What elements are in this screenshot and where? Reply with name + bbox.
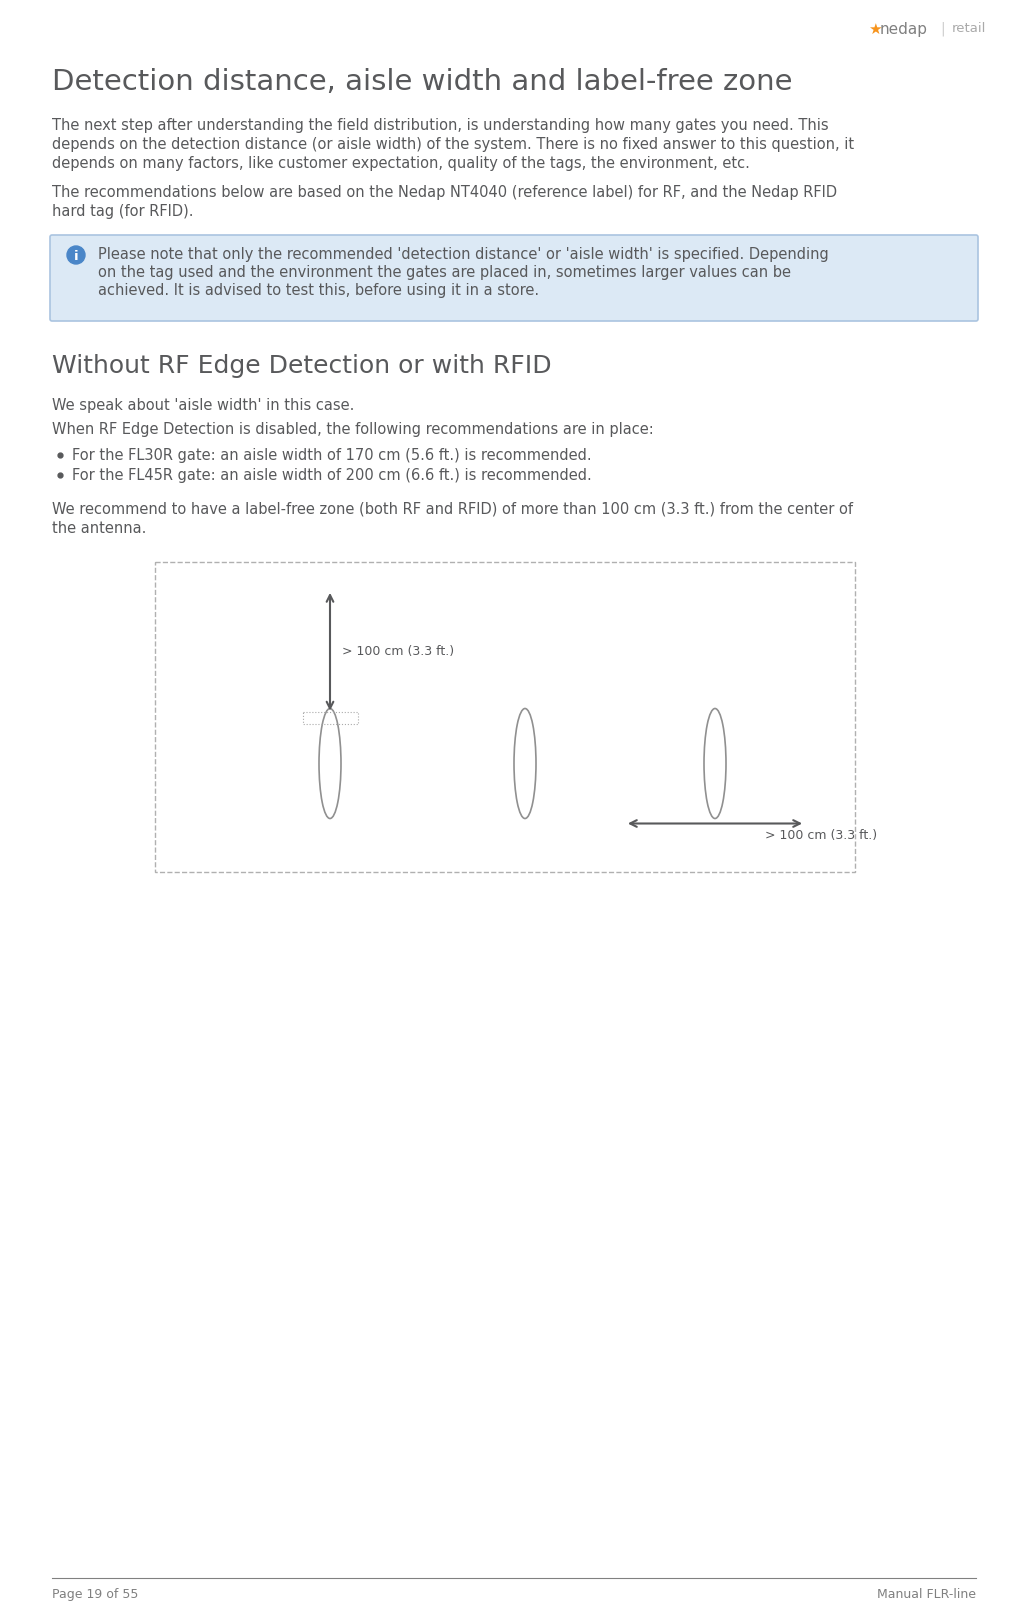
Text: ★: ★ [868, 22, 882, 37]
Text: depends on many factors, like customer expectation, quality of the tags, the env: depends on many factors, like customer e… [52, 155, 749, 172]
Text: nedap: nedap [880, 22, 928, 37]
Text: For the FL30R gate: an aisle width of 170 cm (5.6 ft.) is recommended.: For the FL30R gate: an aisle width of 17… [72, 447, 592, 463]
Text: Page 19 of 55: Page 19 of 55 [52, 1589, 139, 1601]
Text: hard tag (for RFID).: hard tag (for RFID). [52, 204, 193, 220]
Ellipse shape [704, 709, 726, 819]
Text: We recommend to have a label-free zone (both RF and RFID) of more than 100 cm (3: We recommend to have a label-free zone (… [52, 502, 853, 518]
Text: When RF Edge Detection is disabled, the following recommendations are in place:: When RF Edge Detection is disabled, the … [52, 422, 654, 438]
FancyBboxPatch shape [155, 563, 855, 872]
Text: Please note that only the recommended 'detection distance' or 'aisle width' is s: Please note that only the recommended 'd… [98, 247, 829, 261]
Text: > 100 cm (3.3 ft.): > 100 cm (3.3 ft.) [765, 829, 877, 843]
Text: > 100 cm (3.3 ft.): > 100 cm (3.3 ft.) [342, 646, 454, 659]
Text: Without RF Edge Detection or with RFID: Without RF Edge Detection or with RFID [52, 354, 552, 378]
Text: the antenna.: the antenna. [52, 521, 146, 535]
Text: The recommendations below are based on the Nedap NT4040 (reference label) for RF: The recommendations below are based on t… [52, 184, 837, 200]
Text: on the tag used and the environment the gates are placed in, sometimes larger va: on the tag used and the environment the … [98, 264, 791, 281]
Text: The next step after understanding the field distribution, is understanding how m: The next step after understanding the fi… [52, 119, 829, 133]
Text: i: i [74, 250, 78, 263]
Circle shape [67, 245, 85, 264]
Ellipse shape [514, 709, 536, 819]
Text: |: | [940, 22, 945, 37]
Text: Manual FLR-line: Manual FLR-line [877, 1589, 976, 1601]
Text: depends on the detection distance (or aisle width) of the system. There is no fi: depends on the detection distance (or ai… [52, 136, 854, 152]
Text: achieved. It is advised to test this, before using it in a store.: achieved. It is advised to test this, be… [98, 284, 539, 298]
Text: Detection distance, aisle width and label-free zone: Detection distance, aisle width and labe… [52, 67, 793, 96]
Ellipse shape [319, 709, 341, 819]
FancyBboxPatch shape [50, 236, 978, 321]
Text: We speak about 'aisle width' in this case.: We speak about 'aisle width' in this cas… [52, 398, 355, 414]
Text: retail: retail [952, 22, 987, 35]
Text: For the FL45R gate: an aisle width of 200 cm (6.6 ft.) is recommended.: For the FL45R gate: an aisle width of 20… [72, 468, 592, 483]
